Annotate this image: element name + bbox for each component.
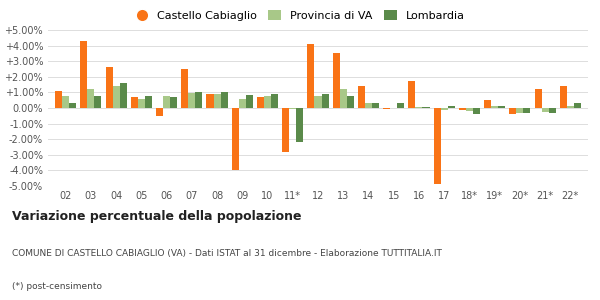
- Bar: [509, 108, 517, 114]
- Text: Variazione percentuale della popolazione: Variazione percentuale della popolazione: [12, 210, 302, 223]
- Bar: [296, 108, 304, 142]
- Text: (*) post-censimento: (*) post-censimento: [12, 282, 102, 291]
- Bar: [55, 91, 62, 108]
- Bar: [422, 107, 430, 108]
- Bar: [473, 108, 480, 114]
- Bar: [289, 108, 296, 109]
- Bar: [188, 93, 196, 108]
- Bar: [484, 100, 491, 108]
- Bar: [434, 108, 440, 184]
- Bar: [221, 92, 227, 108]
- Bar: [415, 107, 422, 108]
- Bar: [206, 94, 214, 108]
- Bar: [271, 94, 278, 108]
- Bar: [181, 69, 188, 108]
- Bar: [440, 108, 448, 110]
- Bar: [548, 108, 556, 113]
- Text: COMUNE DI CASTELLO CABIAGLIO (VA) - Dati ISTAT al 31 dicembre - Elaborazione TUT: COMUNE DI CASTELLO CABIAGLIO (VA) - Dati…: [12, 249, 442, 258]
- Bar: [80, 41, 88, 108]
- Bar: [523, 108, 530, 113]
- Bar: [567, 106, 574, 108]
- Bar: [340, 88, 347, 108]
- Bar: [498, 106, 505, 108]
- Bar: [196, 92, 202, 108]
- Bar: [491, 106, 498, 108]
- Bar: [365, 103, 372, 108]
- Bar: [448, 106, 455, 108]
- Bar: [62, 95, 69, 108]
- Bar: [314, 96, 322, 108]
- Legend: Castello Cabiaglio, Provincia di VA, Lombardia: Castello Cabiaglio, Provincia di VA, Lom…: [131, 7, 469, 25]
- Bar: [574, 103, 581, 108]
- Bar: [170, 97, 177, 108]
- Bar: [347, 96, 354, 108]
- Bar: [106, 68, 113, 108]
- Bar: [397, 103, 404, 108]
- Bar: [246, 95, 253, 108]
- Bar: [264, 95, 271, 108]
- Bar: [214, 94, 221, 108]
- Bar: [459, 108, 466, 110]
- Bar: [232, 108, 239, 170]
- Bar: [409, 82, 415, 108]
- Bar: [466, 108, 473, 111]
- Bar: [88, 89, 94, 108]
- Bar: [372, 103, 379, 108]
- Bar: [535, 89, 542, 108]
- Bar: [383, 108, 390, 109]
- Bar: [358, 86, 365, 108]
- Bar: [131, 97, 138, 108]
- Bar: [156, 108, 163, 116]
- Bar: [257, 97, 264, 108]
- Bar: [119, 83, 127, 108]
- Bar: [332, 53, 340, 108]
- Bar: [94, 95, 101, 108]
- Bar: [163, 96, 170, 108]
- Bar: [307, 44, 314, 108]
- Bar: [517, 108, 523, 113]
- Bar: [138, 99, 145, 108]
- Bar: [113, 86, 119, 108]
- Bar: [69, 103, 76, 108]
- Bar: [322, 94, 329, 108]
- Bar: [239, 99, 246, 108]
- Bar: [542, 108, 548, 112]
- Bar: [282, 108, 289, 152]
- Bar: [560, 86, 567, 108]
- Bar: [145, 95, 152, 108]
